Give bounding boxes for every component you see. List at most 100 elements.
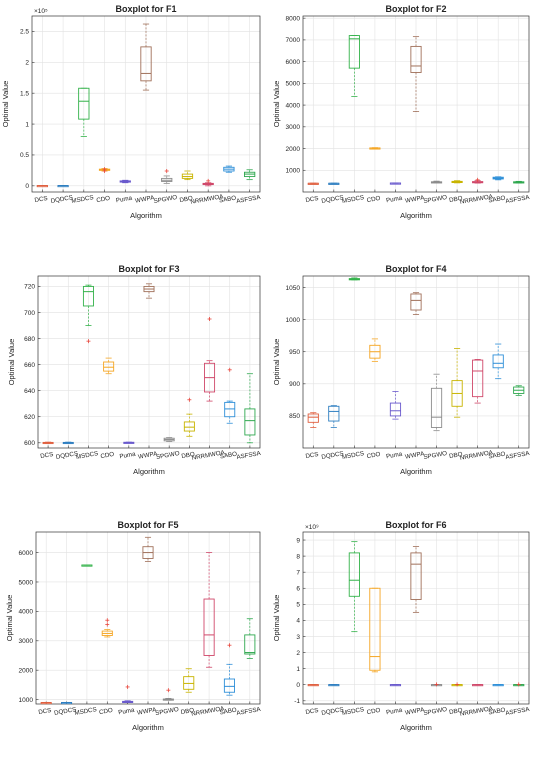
x-tick-label: MSDCS bbox=[74, 706, 97, 717]
x-tick-label: WWPA bbox=[137, 706, 158, 716]
box-sabo bbox=[224, 367, 236, 424]
y-tick-label: 1.5 bbox=[20, 90, 29, 97]
y-tick-label: 8000 bbox=[286, 15, 301, 22]
outlier-marker bbox=[105, 622, 110, 627]
y-tick-label: 850 bbox=[289, 413, 300, 420]
x-tick-label: DQDCS bbox=[54, 706, 77, 717]
x-tick-label: ASFSSA bbox=[505, 450, 531, 461]
x-tick-label: DCS bbox=[305, 195, 319, 204]
box-sabo bbox=[223, 165, 235, 173]
box-asfssa bbox=[513, 385, 525, 396]
box-iqr bbox=[410, 293, 422, 311]
x-tick-label: WWPA bbox=[135, 194, 156, 204]
box-msdcs bbox=[82, 284, 94, 344]
box-cdo bbox=[369, 587, 381, 673]
x-tick-label: ASFSSA bbox=[505, 194, 531, 205]
y-tick-label: 1050 bbox=[286, 285, 301, 292]
y-axis-label: Optimal Value bbox=[272, 595, 281, 642]
y-tick-label: 620 bbox=[24, 414, 35, 421]
axis-multiplier: ×10⁵ bbox=[34, 8, 48, 15]
x-tick-label: DBO bbox=[449, 451, 464, 460]
box-dbo bbox=[183, 397, 195, 437]
outlier-marker bbox=[105, 618, 110, 623]
box-iqr bbox=[244, 408, 256, 436]
x-tick-label: SABO bbox=[219, 451, 237, 461]
box-nrrmwoa bbox=[204, 317, 216, 402]
box-dcs bbox=[36, 185, 48, 188]
box-cdo bbox=[98, 167, 111, 174]
y-tick-label: 1 bbox=[296, 666, 300, 673]
box-msdcs bbox=[348, 35, 360, 97]
box-puma bbox=[119, 179, 131, 184]
x-tick-label: Puma bbox=[386, 195, 404, 205]
x-tick-label: DQDCS bbox=[55, 450, 78, 461]
x-tick-label: DCS bbox=[38, 707, 52, 716]
box-wwpa bbox=[143, 283, 155, 299]
box-wwpa bbox=[410, 36, 422, 113]
y-tick-label: 600 bbox=[24, 440, 35, 447]
box-iqr bbox=[103, 361, 115, 372]
x-tick-label: DBO bbox=[449, 707, 464, 716]
y-tick-label: 7000 bbox=[286, 37, 301, 44]
y-tick-label: 700 bbox=[24, 310, 35, 317]
box-spgwo bbox=[430, 682, 443, 687]
box-dqdcs bbox=[62, 441, 74, 445]
outlier-marker bbox=[227, 367, 232, 372]
x-tick-label: CDO bbox=[366, 195, 381, 204]
box-dqdcs bbox=[57, 185, 69, 188]
x-tick-label: WWPA bbox=[138, 450, 159, 460]
box-iqr bbox=[140, 46, 152, 82]
box-sabo bbox=[492, 684, 504, 687]
chart-title: Boxplot for F1 bbox=[116, 4, 177, 14]
box-iqr bbox=[224, 401, 236, 418]
x-tick-label: SPGWO bbox=[156, 450, 181, 461]
x-axis-label: Algorithm bbox=[133, 467, 165, 476]
box-iqr bbox=[369, 587, 381, 671]
box-spgwo bbox=[163, 437, 175, 442]
box-iqr bbox=[389, 402, 402, 417]
chart-panel-2: 1000 2000 3000 4000 5000 6000 7000 8000 DCS DQDCS… bbox=[272, 4, 531, 220]
box-sabo bbox=[492, 176, 504, 181]
outlier-marker bbox=[207, 317, 212, 321]
box-msdcs bbox=[348, 541, 360, 633]
box-asfssa bbox=[513, 682, 525, 687]
box-iqr bbox=[78, 87, 90, 120]
x-axis-label: Algorithm bbox=[400, 211, 432, 220]
box-dbo bbox=[451, 348, 463, 418]
box-puma bbox=[389, 391, 402, 420]
y-tick-label: 680 bbox=[24, 336, 35, 343]
y-tick-label: 2000 bbox=[19, 667, 34, 674]
x-axis-label: Algorithm bbox=[400, 467, 432, 476]
y-tick-label: 2.5 bbox=[20, 29, 29, 36]
x-tick-label: SABO bbox=[488, 195, 506, 205]
chart-title: Boxplot for F3 bbox=[119, 264, 180, 274]
box-puma bbox=[389, 684, 402, 687]
x-tick-label: DQDCS bbox=[321, 194, 344, 205]
x-tick-label: ASFSSA bbox=[236, 706, 262, 717]
box-cdo bbox=[369, 147, 381, 150]
outlier-marker bbox=[125, 684, 130, 689]
x-tick-label: Puma bbox=[115, 195, 133, 205]
box-dqdcs bbox=[328, 405, 340, 428]
box-dcs bbox=[40, 701, 52, 705]
box-dqdcs bbox=[328, 182, 340, 185]
y-axis-label: Optimal Value bbox=[1, 81, 10, 128]
box-cdo bbox=[103, 357, 115, 375]
x-tick-label: DCS bbox=[40, 451, 54, 460]
outlier-marker bbox=[227, 643, 232, 648]
box-iqr bbox=[82, 285, 94, 307]
y-tick-label: 5000 bbox=[286, 81, 301, 88]
y-tick-label: 2000 bbox=[286, 146, 301, 153]
x-axis-label: Algorithm bbox=[130, 211, 162, 220]
box-iqr bbox=[203, 598, 215, 656]
x-tick-label: MSDCS bbox=[76, 450, 99, 461]
x-tick-label: SPGWO bbox=[155, 706, 180, 717]
box-dbo bbox=[181, 170, 194, 181]
x-tick-label: SABO bbox=[488, 451, 506, 461]
x-axis-label: Algorithm bbox=[400, 723, 432, 732]
